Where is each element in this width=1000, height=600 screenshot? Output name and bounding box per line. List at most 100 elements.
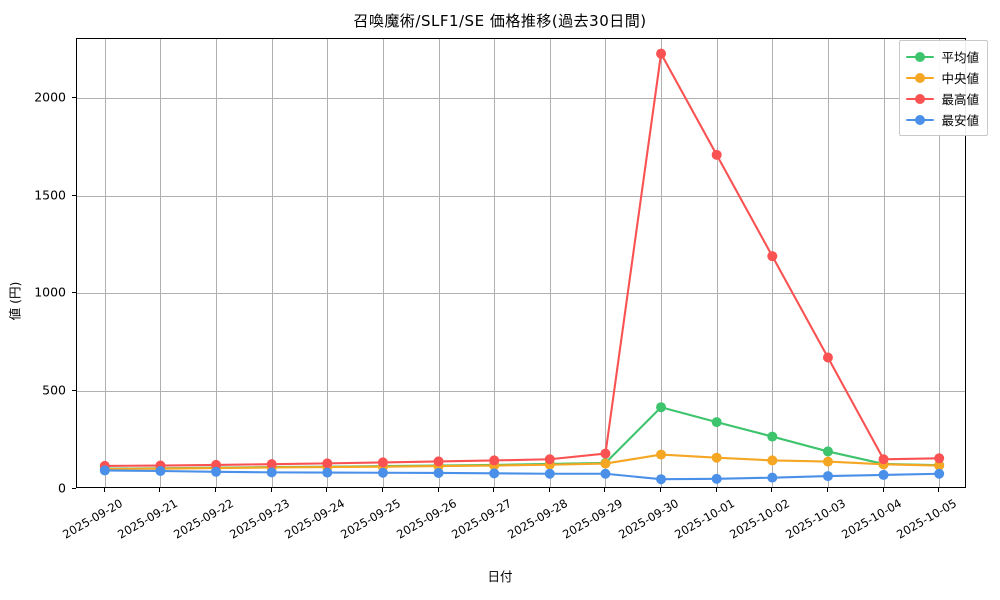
data-point: [322, 458, 333, 469]
data-point: [489, 468, 500, 479]
x-tick-label: 2025-09-21: [115, 496, 181, 542]
series-line-中央値: [103, 453, 941, 471]
data-point: [934, 460, 945, 471]
grid-line-vertical: [382, 39, 384, 487]
x-tick-label: 2025-09-24: [282, 496, 348, 542]
y-tick-label: 1500: [34, 187, 66, 203]
data-point: [711, 452, 722, 463]
data-point: [544, 454, 555, 465]
data-point: [767, 472, 778, 483]
legend-swatch-icon: [906, 93, 935, 105]
grid-line-vertical: [327, 39, 329, 487]
x-tick-mark: [715, 488, 717, 492]
x-tick-mark: [437, 488, 439, 492]
grid-line-vertical: [160, 39, 162, 487]
grid-line-vertical: [549, 39, 551, 487]
x-tick-mark: [938, 488, 940, 492]
x-tick-label: 2025-09-22: [171, 496, 237, 542]
series-line-最高値: [103, 52, 941, 467]
x-tick-mark: [660, 488, 662, 492]
grid-line-vertical: [661, 39, 663, 487]
x-tick-label: 2025-09-20: [59, 496, 125, 542]
x-tick-label: 2025-09-23: [226, 496, 292, 542]
data-point: [433, 467, 444, 478]
series-svg: [99, 48, 945, 485]
x-tick-label: 2025-10-02: [727, 496, 793, 542]
x-tick-mark: [882, 488, 884, 492]
x-tick-mark: [103, 488, 105, 492]
x-tick-label: 2025-09-25: [338, 496, 403, 542]
data-point: [878, 454, 889, 465]
legend-swatch-icon: [906, 114, 935, 126]
y-tick-mark: [72, 194, 76, 196]
data-point: [211, 459, 222, 470]
data-point: [934, 453, 945, 464]
data-point: [656, 48, 667, 59]
data-point: [711, 149, 722, 160]
x-tick-mark: [771, 488, 773, 492]
data-point: [377, 457, 388, 468]
data-point: [600, 468, 611, 479]
legend-item-平均値[interactable]: 平均値: [906, 46, 979, 67]
data-point: [656, 474, 667, 485]
grid-line-vertical: [605, 39, 607, 487]
x-tick-label: 2025-10-05: [894, 496, 960, 542]
x-tick-label: 2025-10-04: [838, 496, 904, 542]
y-tick-label: 500: [42, 382, 66, 398]
grid-line-vertical: [271, 39, 273, 487]
x-tick-label: 2025-09-26: [393, 496, 459, 542]
series-line-最安値: [103, 469, 941, 481]
legend-item-最安値[interactable]: 最安値: [906, 109, 979, 130]
legend-label: 最高値: [941, 92, 979, 107]
data-point: [433, 456, 444, 467]
x-tick-mark: [604, 488, 606, 492]
x-tick-mark: [493, 488, 495, 492]
data-point: [377, 467, 388, 478]
data-point: [822, 446, 833, 457]
data-point: [544, 468, 555, 479]
y-axis-label: 値 (円): [7, 281, 23, 321]
data-point: [600, 458, 611, 469]
data-point: [878, 469, 889, 480]
series-layer: [77, 39, 965, 487]
chart-title: 召喚魔術/SLF1/SE 価格推移(過去30日間): [353, 12, 647, 30]
x-tick-label: 2025-09-29: [560, 496, 626, 542]
x-axis-label: 日付: [487, 569, 513, 584]
x-tick-mark: [326, 488, 328, 492]
legend-item-最高値[interactable]: 最高値: [906, 88, 979, 109]
data-point: [767, 455, 778, 466]
data-point: [711, 417, 722, 428]
y-tick-mark: [72, 488, 76, 489]
grid-line-vertical: [883, 39, 885, 487]
data-point: [767, 251, 778, 262]
legend-item-中央値[interactable]: 中央値: [906, 67, 979, 88]
x-axis: 2025-09-20 2025-09-21 2025-09-22 2025-09-23…: [60, 488, 966, 578]
x-tick-label: 2025-09-28: [504, 496, 570, 542]
grid-line-horizontal: [77, 293, 965, 295]
grid-line-vertical: [716, 39, 718, 487]
data-point: [266, 459, 277, 470]
x-tick-mark: [270, 488, 272, 492]
data-point: [711, 473, 722, 484]
grid-line-vertical: [216, 39, 218, 487]
data-point: [656, 449, 667, 460]
grid-line-horizontal: [77, 97, 965, 99]
data-point: [822, 471, 833, 482]
legend: 平均値中央値最高値最安値: [899, 40, 988, 136]
legend-swatch-icon: [906, 72, 935, 84]
data-point: [489, 455, 500, 466]
x-tick-mark: [548, 488, 550, 492]
x-tick-mark: [826, 488, 828, 492]
legend-swatch-icon: [906, 51, 935, 63]
data-point: [99, 465, 110, 476]
legend-label: 中央値: [941, 71, 979, 86]
y-axis: 値 (円) 0 500 1000 1500 2000: [0, 38, 76, 496]
data-point: [322, 467, 333, 478]
data-point: [656, 402, 667, 413]
data-point: [211, 466, 222, 477]
x-tick-mark: [159, 488, 161, 492]
grid-line-vertical: [772, 39, 774, 487]
y-tick-mark: [72, 390, 76, 392]
x-tick-label: 2025-10-03: [783, 496, 848, 542]
